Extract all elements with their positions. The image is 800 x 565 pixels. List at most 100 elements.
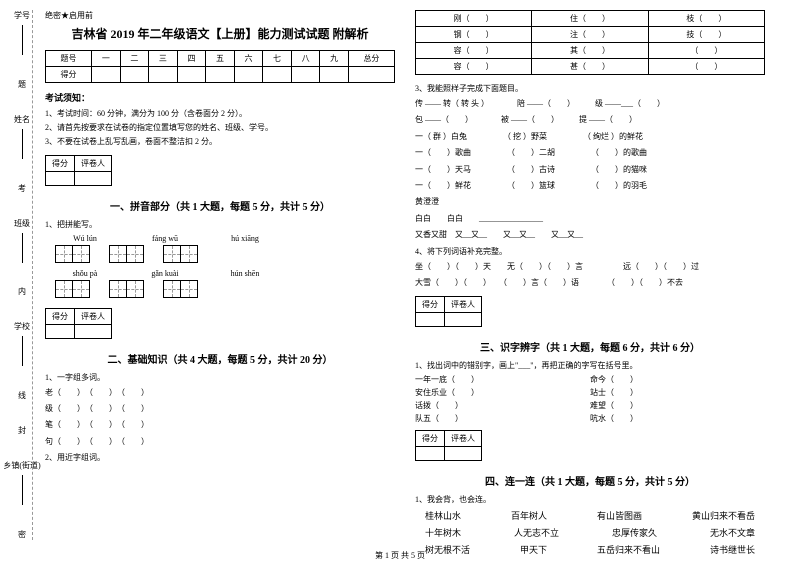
scorebox-label: 评卷人 [75, 308, 112, 324]
exam-title: 吉林省 2019 年二年级语文【上册】能力测试试题 附解析 [45, 25, 395, 42]
fill-line: 大雪（ ）（ ） （ ）言（ ）语 （ ）（ ）不去 [415, 276, 765, 290]
instruction-line: 2、请首先按要求在试卷的指定位置填写您的姓名、班级、学号。 [45, 122, 395, 133]
score-header: 九 [320, 51, 349, 67]
instructions-title: 考试须知： [45, 91, 395, 104]
marker: 密 [18, 529, 26, 540]
q4: 4、将下列词语补充完整。 [415, 246, 765, 257]
pinyin-row: shǒu pà gǎn kuài hún shēn [55, 269, 395, 278]
match-row: 桂林山水 百年树人 有山皆图画 黄山归来不看岳 [415, 509, 765, 522]
scorebox-label: 得分 [46, 155, 75, 171]
score-row-label: 得分 [46, 67, 92, 83]
char-cell: 枝（ ） [648, 11, 764, 27]
char-cell: 其（ ） [532, 43, 648, 59]
pinyin: gǎn kuài [135, 269, 195, 278]
sidebar-label: 姓名 [14, 114, 30, 125]
char-cell: 钢（ ） [416, 27, 532, 43]
char-cell: 注（ ） [532, 27, 648, 43]
score-header: 八 [291, 51, 320, 67]
scorebox: 得分评卷人 [415, 430, 482, 461]
sidebar-label: 学号 [14, 10, 30, 21]
match-item: 忠厚传家久 [612, 526, 657, 539]
marker: 线 [18, 390, 26, 401]
part2-q1: 1、一字组多词。 [45, 372, 395, 383]
scorebox: 得分评卷人 [415, 296, 482, 327]
char-table: 刚（ ）住（ ）枝（ ） 钢（ ）注（ ）技（ ） 容（ ）其（ ）（ ） 容（… [415, 10, 765, 75]
part1-title: 一、拼音部分（共 1 大题，每题 5 分，共计 5 分） [45, 198, 395, 213]
marker: 封 [18, 425, 26, 436]
match-item: 黄山归来不看岳 [692, 509, 755, 522]
p3-item: 站士（ ） [590, 387, 765, 398]
char-cell: 技（ ） [648, 27, 764, 43]
p3-item: 难望（ ） [590, 400, 765, 411]
sidebar-label: 班级 [14, 218, 30, 229]
page-footer: 第 1 页 共 5 页 [0, 550, 800, 561]
score-table: 题号 一 二 三 四 五 六 七 八 九 总分 得分 [45, 50, 395, 83]
scorebox: 得分评卷人 [45, 308, 112, 339]
score-header: 六 [234, 51, 263, 67]
part3-title: 三、识字辨字（共 1 大题，每题 6 分，共计 6 分） [415, 339, 765, 354]
scorebox-label: 得分 [416, 431, 445, 447]
pinyin: hú xiāng [215, 234, 275, 243]
match-item: 桂林山水 [425, 509, 461, 522]
scorebox: 得分评卷人 [45, 155, 112, 186]
part3-q: 1、找出词中的错别字，画上"___"，再把正确的字写在括号里。 [415, 360, 765, 371]
match-row: 十年树木 人无志不立 忠厚传家久 无水不文章 [415, 526, 765, 539]
char-cell: 容（ ） [416, 43, 532, 59]
char-line: 级（ ） （ ） （ ） [45, 402, 395, 416]
part1-question: 1、把拼能写。 [45, 219, 395, 230]
part4-title: 四、连一连（共 1 大题，每题 5 分，共计 5 分） [415, 473, 765, 488]
char-cell: 甚（ ） [532, 59, 648, 75]
sidebar-label: 乡镇(街道) [3, 460, 40, 471]
char-line: 笔（ ） （ ） （ ） [45, 418, 395, 432]
p3-item: 队五（ ） [415, 413, 590, 424]
p3-item: 话拨（ ） [415, 400, 590, 411]
scorebox-label: 评卷人 [445, 297, 482, 313]
pinyin: fáng wū [135, 234, 195, 243]
match-item: 十年树木 [425, 526, 461, 539]
fill-line: 白白 白白 ________________ [415, 212, 765, 226]
fill-line: 坐（ ）（ ）天 无（ ）（ ）言 远（ ）（ ）过 [415, 260, 765, 274]
secret-label: 绝密★启用前 [45, 10, 395, 21]
tianzi-row [55, 245, 395, 263]
scorebox-label: 得分 [416, 297, 445, 313]
fill-line: 一（ 群 ）白兔 （ 挖 ）野菜 （ 绚烂 ）的鲜花 [415, 130, 765, 144]
score-header: 题号 [46, 51, 92, 67]
match-item: 无水不文章 [710, 526, 755, 539]
part4-q: 1、我会背，也会连。 [415, 494, 765, 505]
tianzi-row [55, 280, 395, 298]
scorebox-label: 评卷人 [75, 155, 112, 171]
match-item: 人无志不立 [514, 526, 559, 539]
char-cell: （ ） [648, 43, 764, 59]
p3-item: 命今（ ） [590, 374, 765, 385]
p3-item: 一年一底（ ） [415, 374, 590, 385]
p3-item: 安住乐业（ ） [415, 387, 590, 398]
score-header: 三 [149, 51, 178, 67]
scorebox-label: 得分 [46, 308, 75, 324]
instruction-line: 3、不要在试卷上乱写乱画，卷面不整洁扣 2 分。 [45, 136, 395, 147]
fill-line: 又香又甜 又__又__ 又__又__ 又__又__ [415, 228, 765, 242]
char-cell: 容（ ） [416, 59, 532, 75]
fill-line: 一（ ）歌曲 （ ）二胡 （ ）的歌曲 [415, 146, 765, 160]
char-cell: 住（ ） [532, 11, 648, 27]
fill-line: 一（ ）鲜花 （ ）篮球 （ ）的羽毛 [415, 179, 765, 193]
q3: 3、我能照样子完成下面题目。 [415, 83, 765, 94]
scorebox-label: 评卷人 [445, 431, 482, 447]
score-header: 一 [92, 51, 121, 67]
part2-q2: 2、用近字组词。 [45, 452, 395, 463]
pinyin-row: Wú lún fáng wū hú xiāng [55, 234, 395, 243]
marker: 题 [18, 79, 26, 90]
fill-line: 传 —— 转（ 转 头 ） 陪 ——（ ） 级 ——___（ ） [415, 97, 765, 111]
marker: 内 [18, 286, 26, 297]
fill-line: 包 ——（ ） 被 ——（ ） 提 ——（ ） [415, 113, 765, 127]
char-cell: （ ） [648, 59, 764, 75]
marker: 考 [18, 183, 26, 194]
left-column: 绝密★启用前 吉林省 2019 年二年级语文【上册】能力测试试题 附解析 题号 … [45, 10, 395, 560]
match-item: 有山皆图画 [597, 509, 642, 522]
score-header: 五 [206, 51, 235, 67]
char-line: 老（ ） （ ） （ ） [45, 386, 395, 400]
instructions: 1、考试时间：60 分钟，满分为 100 分（含卷面分 2 分）。 2、请首先按… [45, 108, 395, 148]
pinyin: hún shēn [215, 269, 275, 278]
pinyin: Wú lún [55, 234, 115, 243]
fill-line: 黄澄澄 [415, 195, 765, 209]
p3-item: 吭水（ ） [590, 413, 765, 424]
